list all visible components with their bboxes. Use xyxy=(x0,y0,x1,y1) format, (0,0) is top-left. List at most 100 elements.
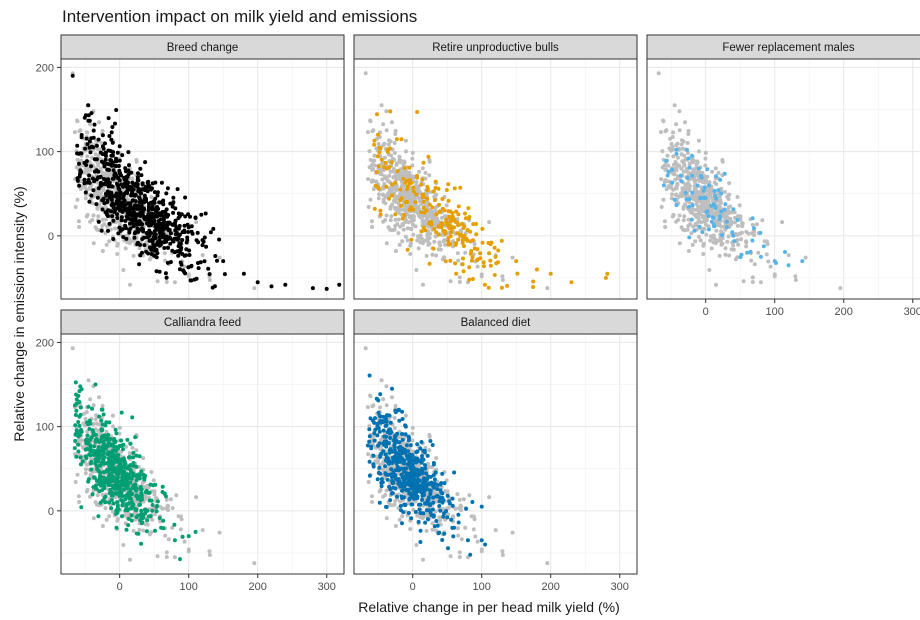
highlight-point xyxy=(419,182,423,187)
background-point xyxy=(680,146,685,151)
highlight-point xyxy=(375,477,380,482)
background-point xyxy=(366,480,371,484)
background-point xyxy=(433,234,438,239)
background-point xyxy=(404,194,409,198)
highlight-point xyxy=(377,465,382,470)
highlight-point xyxy=(471,222,476,227)
background-point xyxy=(127,240,132,245)
background-point xyxy=(130,445,135,450)
highlight-point xyxy=(186,230,191,234)
highlight-point xyxy=(104,193,109,198)
highlight-point xyxy=(123,206,128,211)
facet-panel: Fewer replacement males xyxy=(646,34,920,300)
background-point xyxy=(382,141,387,146)
highlight-point xyxy=(129,476,134,481)
background-point xyxy=(472,242,477,247)
highlight-point xyxy=(450,211,455,215)
background-point xyxy=(168,497,173,502)
highlight-point xyxy=(148,220,153,225)
background-point xyxy=(443,214,447,219)
highlight-point xyxy=(115,212,120,217)
highlight-point xyxy=(178,241,183,246)
highlight-point xyxy=(199,212,204,217)
highlight-point xyxy=(146,234,150,239)
background-point xyxy=(151,478,156,483)
highlight-point xyxy=(697,224,702,229)
highlight-point xyxy=(131,455,136,460)
highlight-point xyxy=(115,500,120,505)
background-point xyxy=(415,238,420,243)
background-point xyxy=(410,431,415,436)
background-point xyxy=(420,240,425,245)
facet-strip xyxy=(646,34,920,60)
highlight-point xyxy=(148,215,153,220)
highlight-point xyxy=(664,158,669,163)
highlight-point xyxy=(172,538,177,543)
background-point xyxy=(735,195,740,199)
highlight-point xyxy=(569,280,574,285)
highlight-point xyxy=(399,203,404,208)
background-point xyxy=(91,213,96,218)
highlight-point xyxy=(283,282,288,287)
highlight-point xyxy=(130,213,135,218)
background-point xyxy=(662,163,667,168)
highlight-point xyxy=(182,230,187,235)
highlight-point xyxy=(419,229,424,234)
highlight-point xyxy=(415,110,420,114)
highlight-point xyxy=(732,239,737,244)
background-point xyxy=(410,425,415,430)
highlight-point xyxy=(531,279,536,284)
highlight-point xyxy=(196,261,200,265)
highlight-point xyxy=(94,432,98,437)
background-point xyxy=(406,220,411,225)
highlight-point xyxy=(90,406,94,411)
highlight-point xyxy=(131,483,136,488)
background-point xyxy=(683,228,688,233)
highlight-point xyxy=(461,269,466,274)
highlight-point xyxy=(423,228,428,233)
highlight-point xyxy=(181,268,186,273)
highlight-point xyxy=(372,138,377,143)
background-point xyxy=(430,215,435,220)
background-point xyxy=(667,146,672,151)
background-point xyxy=(467,493,472,498)
background-point xyxy=(178,527,183,532)
highlight-point xyxy=(373,427,378,432)
highlight-point xyxy=(160,200,165,205)
highlight-point xyxy=(173,232,178,237)
highlight-point xyxy=(436,224,441,229)
highlight-point xyxy=(369,444,374,449)
highlight-point xyxy=(89,111,94,116)
highlight-point xyxy=(186,534,191,539)
highlight-point xyxy=(126,168,131,173)
background-point xyxy=(91,241,96,246)
highlight-point xyxy=(145,490,150,495)
background-point xyxy=(155,554,160,559)
highlight-point xyxy=(117,444,122,448)
background-point xyxy=(393,224,398,228)
background-point xyxy=(97,395,101,400)
background-point xyxy=(394,161,399,166)
highlight-point xyxy=(96,137,101,142)
highlight-point xyxy=(83,113,88,118)
highlight-point xyxy=(686,204,691,209)
background-point xyxy=(756,250,761,255)
highlight-point xyxy=(108,158,113,162)
background-point xyxy=(707,187,712,192)
background-point xyxy=(455,492,460,497)
highlight-point xyxy=(74,431,79,436)
background-point xyxy=(671,154,676,159)
highlight-point xyxy=(748,249,753,254)
highlight-point xyxy=(141,187,146,192)
highlight-point xyxy=(136,189,141,194)
highlight-point xyxy=(548,271,553,276)
background-point xyxy=(735,233,740,237)
highlight-point xyxy=(730,230,735,235)
background-point xyxy=(383,493,388,497)
background-point xyxy=(115,518,120,523)
highlight-point xyxy=(144,184,148,189)
background-point xyxy=(420,218,425,223)
background-point xyxy=(390,503,395,508)
highlight-point xyxy=(136,171,140,176)
background-point xyxy=(682,153,687,158)
